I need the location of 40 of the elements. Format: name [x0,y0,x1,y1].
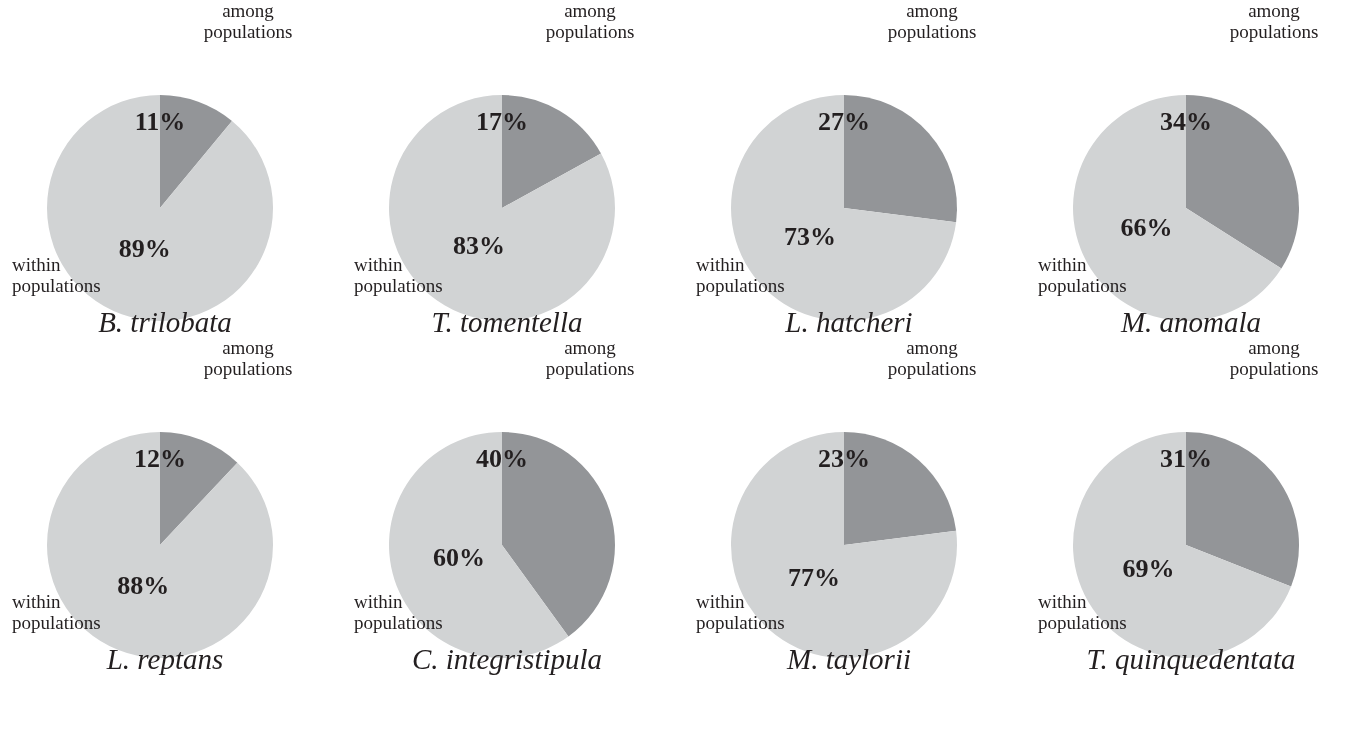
data-label: 89% [118,234,171,264]
data-label: 77% [788,562,841,592]
slice-label: within populations [1038,254,1128,296]
data-label: 12% [134,443,186,473]
slice-label: among populations [202,337,294,379]
slice-label: among populations [202,0,294,42]
data-label: 23% [818,443,870,473]
text: L. reptans [105,642,225,676]
slice-label: among populations [544,337,636,379]
data-label: 60% [433,542,486,572]
data-label: 88% [117,570,170,600]
slice-label: within populations [696,591,786,633]
text: L. hatcheri [784,305,914,339]
text: M. taylorii [785,642,912,676]
data-label: 17% [476,106,528,136]
data-label: 27% [818,106,870,136]
data-label: 34% [1160,106,1212,136]
text: T. quinquedentata [1085,642,1297,676]
slice-label: within populations [354,591,444,633]
data-label: 66% [1120,213,1173,243]
slice-label: among populations [1228,337,1320,379]
slice-label: within populations [12,591,102,633]
data-label: 73% [784,221,837,251]
data-label: 83% [452,230,505,260]
slice-label: within populations [354,254,444,296]
slice-label: within populations [696,254,786,296]
data-label: 69% [1122,554,1175,584]
slice-label: within populations [12,254,102,296]
data-label: 40% [476,443,528,473]
data-label: 31% [1160,443,1212,473]
data-label: 11% [134,106,186,136]
slice-label: among populations [886,0,978,42]
text: B. trilobata [97,305,233,339]
slice-label: among populations [544,0,636,42]
text: M. anomala [1119,305,1263,339]
text: C. integristipula [410,642,604,676]
slice-label: within populations [1038,591,1128,633]
slice-label: among populations [1228,0,1320,42]
slice-label: among populations [886,337,978,379]
text: T. tomentella [430,305,584,339]
